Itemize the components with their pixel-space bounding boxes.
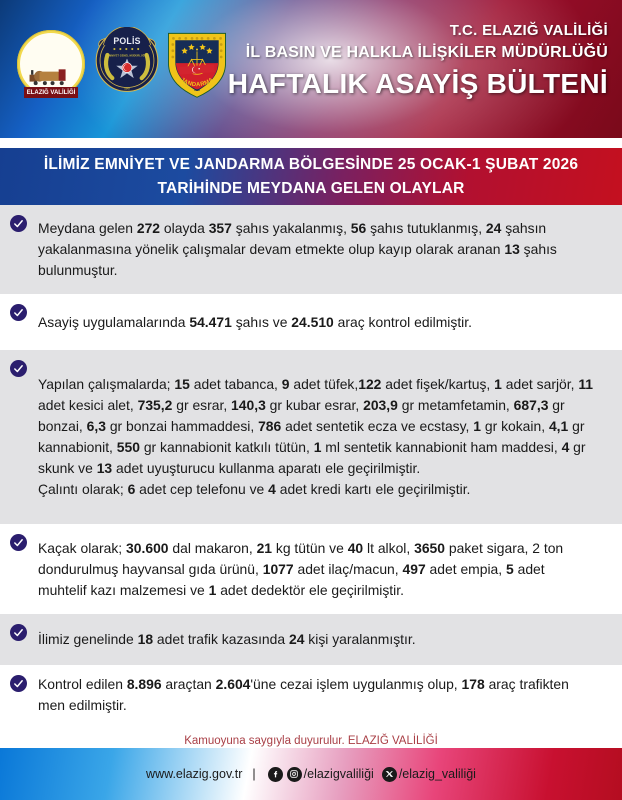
svg-text:EMNİYET GENEL MÜDÜRLÜĞÜ: EMNİYET GENEL MÜDÜRLÜĞÜ xyxy=(107,54,146,57)
svg-text:POLİS: POLİS xyxy=(113,36,140,46)
svg-text:1839: 1839 xyxy=(194,89,200,92)
svg-text:1845: 1845 xyxy=(124,87,130,90)
